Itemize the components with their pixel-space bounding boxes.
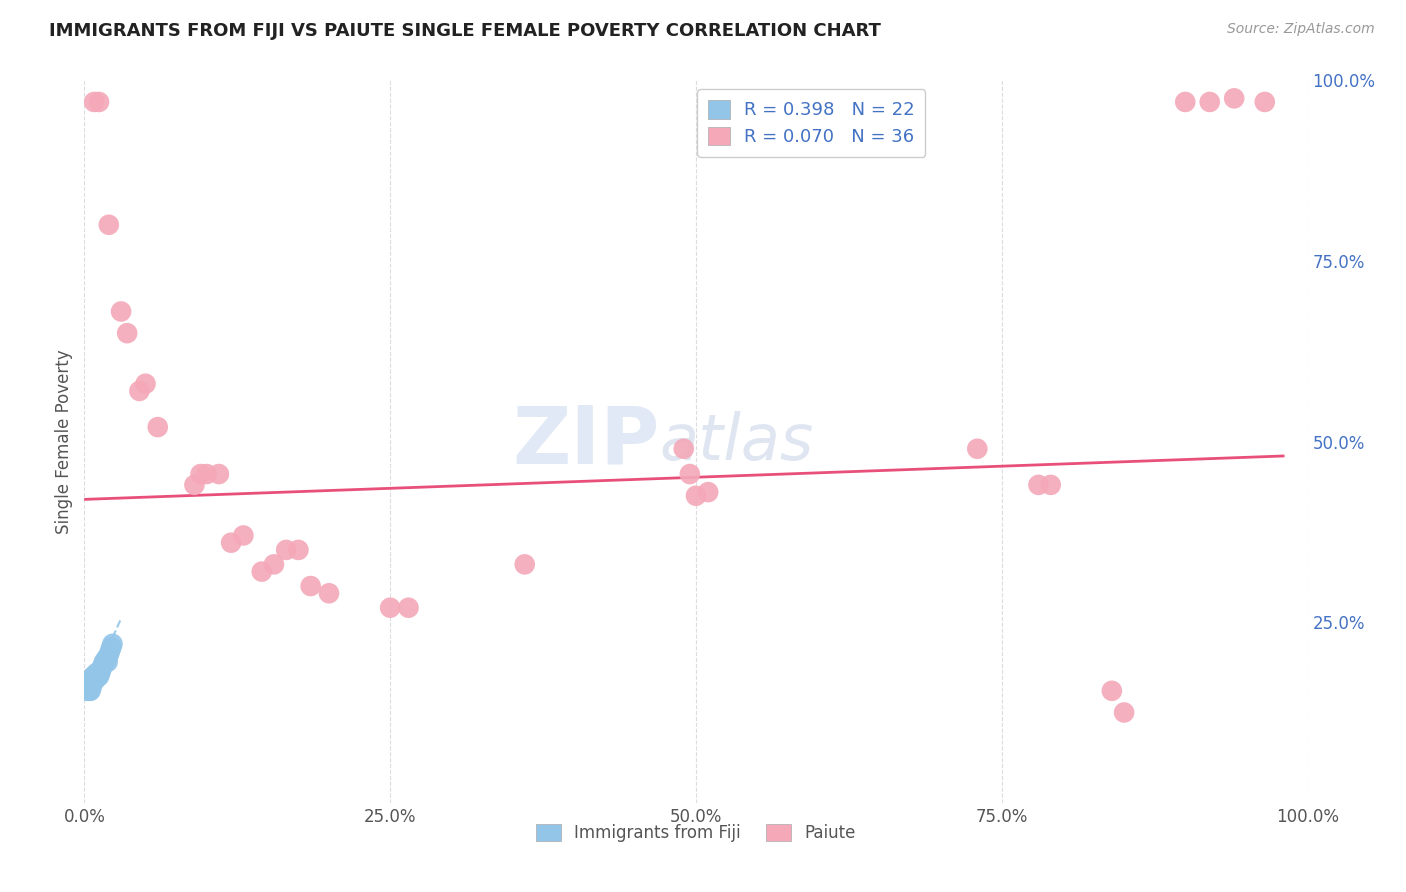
- Point: [1039, 478, 1062, 492]
- Point: [97, 655, 120, 669]
- Point: [93, 655, 115, 669]
- Point: [1254, 95, 1277, 109]
- Point: [77, 680, 100, 694]
- Point: [76, 683, 98, 698]
- Point: [97, 648, 120, 662]
- Point: [1114, 706, 1136, 720]
- Point: [966, 442, 988, 456]
- Point: [77, 683, 100, 698]
- Point: [128, 384, 150, 398]
- Point: [398, 600, 420, 615]
- Point: [232, 528, 254, 542]
- Point: [146, 420, 169, 434]
- Point: [110, 304, 132, 318]
- Point: [380, 600, 402, 615]
- Point: [100, 640, 122, 655]
- Point: [82, 669, 104, 683]
- Text: Source: ZipAtlas.com: Source: ZipAtlas.com: [1227, 22, 1375, 37]
- Point: [86, 665, 108, 680]
- Point: [685, 489, 707, 503]
- Point: [97, 218, 120, 232]
- Point: [79, 683, 101, 698]
- Point: [90, 662, 112, 676]
- Point: [195, 467, 218, 481]
- Text: atlas: atlas: [659, 410, 814, 473]
- Point: [1101, 683, 1123, 698]
- Point: [1198, 95, 1220, 109]
- Point: [208, 467, 231, 481]
- Point: [89, 665, 111, 680]
- Legend: Immigrants from Fiji, Paiute: Immigrants from Fiji, Paiute: [530, 817, 862, 848]
- Point: [299, 579, 322, 593]
- Point: [183, 478, 205, 492]
- Point: [135, 376, 157, 391]
- Text: ZIP: ZIP: [512, 402, 659, 481]
- Point: [287, 542, 309, 557]
- Point: [318, 586, 340, 600]
- Point: [94, 655, 117, 669]
- Point: [83, 95, 105, 109]
- Point: [697, 485, 720, 500]
- Point: [91, 658, 114, 673]
- Point: [80, 680, 103, 694]
- Point: [87, 95, 110, 109]
- Text: IMMIGRANTS FROM FIJI VS PAIUTE SINGLE FEMALE POVERTY CORRELATION CHART: IMMIGRANTS FROM FIJI VS PAIUTE SINGLE FE…: [49, 22, 882, 40]
- Point: [276, 542, 298, 557]
- Point: [190, 467, 212, 481]
- Y-axis label: Single Female Poverty: Single Female Poverty: [55, 350, 73, 533]
- Point: [84, 673, 107, 687]
- Point: [672, 442, 695, 456]
- Point: [679, 467, 702, 481]
- Point: [513, 558, 536, 572]
- Point: [250, 565, 273, 579]
- Point: [219, 535, 242, 549]
- Point: [101, 637, 124, 651]
- Point: [98, 644, 121, 658]
- Point: [96, 651, 118, 665]
- Point: [263, 558, 285, 572]
- Point: [1223, 91, 1246, 105]
- Point: [1174, 95, 1197, 109]
- Point: [83, 669, 105, 683]
- Point: [87, 669, 110, 683]
- Point: [1028, 478, 1050, 492]
- Point: [87, 669, 110, 683]
- Point: [115, 326, 138, 340]
